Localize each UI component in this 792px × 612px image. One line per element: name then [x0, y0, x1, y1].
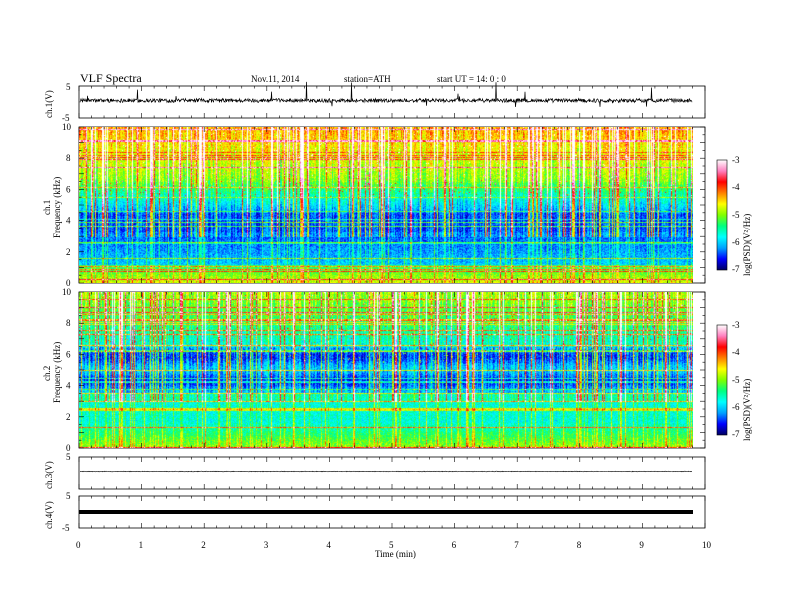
- x-tick-label: 1: [139, 540, 144, 550]
- x-tick-label: 8: [577, 540, 582, 550]
- ch1-spectrogram-ylabel: Frequency (kHz): [52, 177, 62, 238]
- ch4-waveform-ylabel: ch.4(V): [44, 501, 54, 529]
- ch2-colorbar-ticks: -3 -4 -5 -6 -7: [732, 320, 740, 439]
- ch1-colorbar-ticks: -3 -4 -5 -6 -7: [732, 155, 740, 274]
- ch2-colorbar-tick-label: -3: [732, 320, 740, 330]
- ch2-spectrogram-ylabel: Frequency (kHz): [52, 342, 62, 403]
- ch2-colorbar-tick-label: -5: [732, 375, 740, 385]
- ch4-ytick-label: 5: [66, 491, 71, 501]
- ch4-ytick-label: -5: [62, 523, 70, 533]
- ch2-colorbar-tick-label: -7: [732, 429, 740, 439]
- ch1-colorbar: [717, 160, 727, 270]
- x-axis-label: Time (min): [375, 549, 416, 559]
- ch1-colorbar-tick-label: -6: [732, 237, 740, 247]
- spectrogram-ytick-label: 0: [66, 278, 71, 288]
- axis-ticks: [78, 86, 706, 528]
- ch1-spectrogram-channel-label: ch.1: [42, 200, 52, 215]
- ch1-waveform-trace: [79, 81, 693, 108]
- ch2-spectrogram-channel-label: ch.2: [42, 366, 52, 381]
- spectrogram-ytick-label: 6: [66, 184, 71, 194]
- start-time-label: start UT = 14: 0 : 0: [437, 74, 506, 84]
- spectrogram-ytick-label: 2: [66, 247, 71, 257]
- x-tick-label: 2: [201, 540, 206, 550]
- station-label: station=ATH: [344, 74, 391, 84]
- x-tick-label: 0: [76, 540, 81, 550]
- ch2-colorbar: [717, 325, 727, 435]
- ch1-ytick-label: -5: [62, 113, 70, 123]
- ch2-colorbar-tick-label: -6: [732, 402, 740, 412]
- date-label: Nov.11, 2014: [251, 74, 300, 84]
- x-tick-label: 4: [326, 540, 331, 550]
- spectrogram-ytick-label: 4: [66, 381, 71, 391]
- spectrogram-ytick-label: 2: [66, 412, 71, 422]
- x-tick-label: 3: [264, 540, 269, 550]
- ch2-spectrogram-image: [79, 292, 693, 448]
- x-tick-label: 6: [452, 540, 457, 550]
- ch3-waveform-ylabel: ch.3(V): [44, 461, 54, 489]
- ch1-colorbar-tick-label: -7: [732, 264, 740, 274]
- ch4-waveform-trace: [79, 510, 693, 514]
- figure-title: VLF Spectra: [80, 71, 142, 85]
- x-tick-label: 5: [389, 540, 394, 550]
- ch1-colorbar-tick-label: -4: [732, 182, 740, 192]
- ch1-ytick-label: 5: [66, 82, 71, 92]
- spectrogram-ytick-label: 4: [66, 216, 71, 226]
- x-tick-label: 7: [514, 540, 519, 550]
- spectrogram-ytick-label: 8: [66, 153, 71, 163]
- x-tick-label: 10: [702, 540, 712, 550]
- ch1-colorbar-label: log(PSD)(V²/Hz): [742, 214, 752, 276]
- ch1-spectrogram-image: [79, 127, 693, 283]
- ch3-waveform-trace: [80, 470, 693, 473]
- ch3-ytick-label: 5: [66, 452, 71, 462]
- ch2-colorbar-tick-label: -4: [732, 347, 740, 357]
- ch1-colorbar-tick-label: -3: [732, 155, 740, 165]
- spectrogram-ytick-label: 10: [62, 287, 72, 297]
- x-tick-labels: 0 1 2 3 4 5 6 7 8 9 10: [76, 540, 712, 550]
- x-tick-label: 9: [639, 540, 644, 550]
- ch2-colorbar-label: log(PSD)(V²/Hz): [742, 379, 752, 441]
- spectrogram-ytick-label: 10: [62, 122, 72, 132]
- spectrogram-ytick-label: 0: [66, 443, 71, 453]
- spectrogram-ytick-label: 8: [66, 318, 71, 328]
- ch1-colorbar-tick-label: -5: [732, 210, 740, 220]
- spectrogram-ytick-label: 6: [66, 349, 71, 359]
- ch1-waveform-ylabel: ch.1(V): [44, 90, 54, 118]
